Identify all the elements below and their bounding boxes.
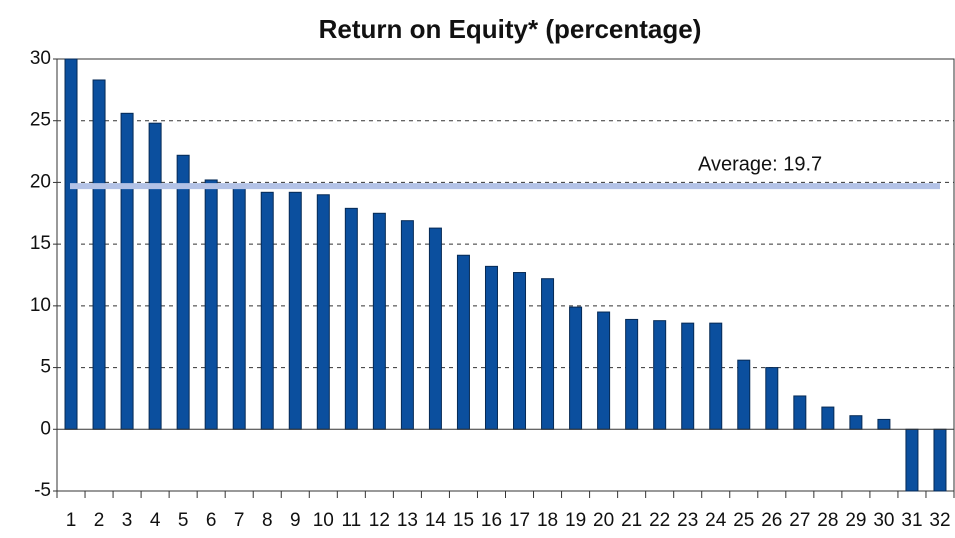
bar [484,265,498,430]
x-tick-label: 30 [873,510,894,531]
bar [765,367,779,430]
bar [400,220,414,430]
x-tick-label: 19 [565,510,586,531]
bar [148,122,162,430]
x-tick-label: 7 [234,510,245,531]
x-tick-label: 17 [509,510,530,531]
bar [821,406,835,430]
x-tick-label: 23 [677,510,698,531]
chart-title: Return on Equity* (percentage) [319,14,702,44]
bar [260,191,274,430]
bar [232,185,246,430]
bar [933,428,947,492]
x-tick-label: 18 [537,510,558,531]
y-tick-label: 15 [30,233,51,254]
x-tick-label: 28 [817,510,838,531]
bar [541,278,555,430]
y-tick-label: -5 [34,480,51,501]
bar [204,179,218,430]
x-tick-label: 25 [733,510,754,531]
bar [372,212,386,430]
bar [653,320,667,430]
bar [569,306,583,430]
x-tick-label: 1 [66,510,77,531]
bar [316,194,330,430]
y-tick-label: 20 [30,171,51,192]
x-tick-label: 26 [761,510,782,531]
y-tick-label: 5 [40,357,51,378]
bar [793,395,807,430]
bar [120,112,134,430]
bar [428,227,442,430]
plot-frame [56,58,955,492]
x-tick-label: 21 [621,510,642,531]
bar [513,272,527,430]
x-tick-label: 9 [290,510,301,531]
y-tick-label: 10 [30,295,51,316]
bar [737,359,751,430]
x-tick-label: 15 [453,510,474,531]
bar [681,322,695,430]
average-label: Average: 19.7 [698,153,822,175]
x-tick-label: 11 [341,510,361,531]
bar [597,311,611,430]
bar [709,322,723,430]
bar [176,154,190,430]
x-tick-label: 8 [262,510,273,531]
bar [92,79,106,430]
bar [849,415,863,430]
bar [64,58,78,430]
bar [456,254,470,430]
x-tick-label: 16 [481,510,502,531]
x-tick-label: 12 [369,510,390,531]
x-tick-label: 31 [901,510,922,531]
x-tick-label: 20 [593,510,614,531]
x-tick-label: 3 [122,510,133,531]
y-tick-label: 30 [30,48,51,69]
x-tick-label: 10 [313,510,334,531]
x-tick-label: 6 [206,510,217,531]
x-tick-label: 13 [397,510,418,531]
bar [625,318,639,430]
x-tick-label: 5 [178,510,189,531]
x-tick-label: 29 [845,510,866,531]
x-tick-label: 27 [789,510,810,531]
bar [288,191,302,430]
bar [877,418,891,430]
x-tick-label: 2 [94,510,105,531]
x-tick-label: 32 [929,510,950,531]
x-tick-label: 24 [705,510,727,531]
y-tick-label: 25 [30,110,51,131]
x-tick-label: 22 [649,510,670,531]
x-tick-label: 4 [150,510,161,531]
y-tick-label: 0 [40,418,51,439]
x-tick-label: 14 [425,510,447,531]
bar [344,207,358,430]
bar [905,428,919,492]
